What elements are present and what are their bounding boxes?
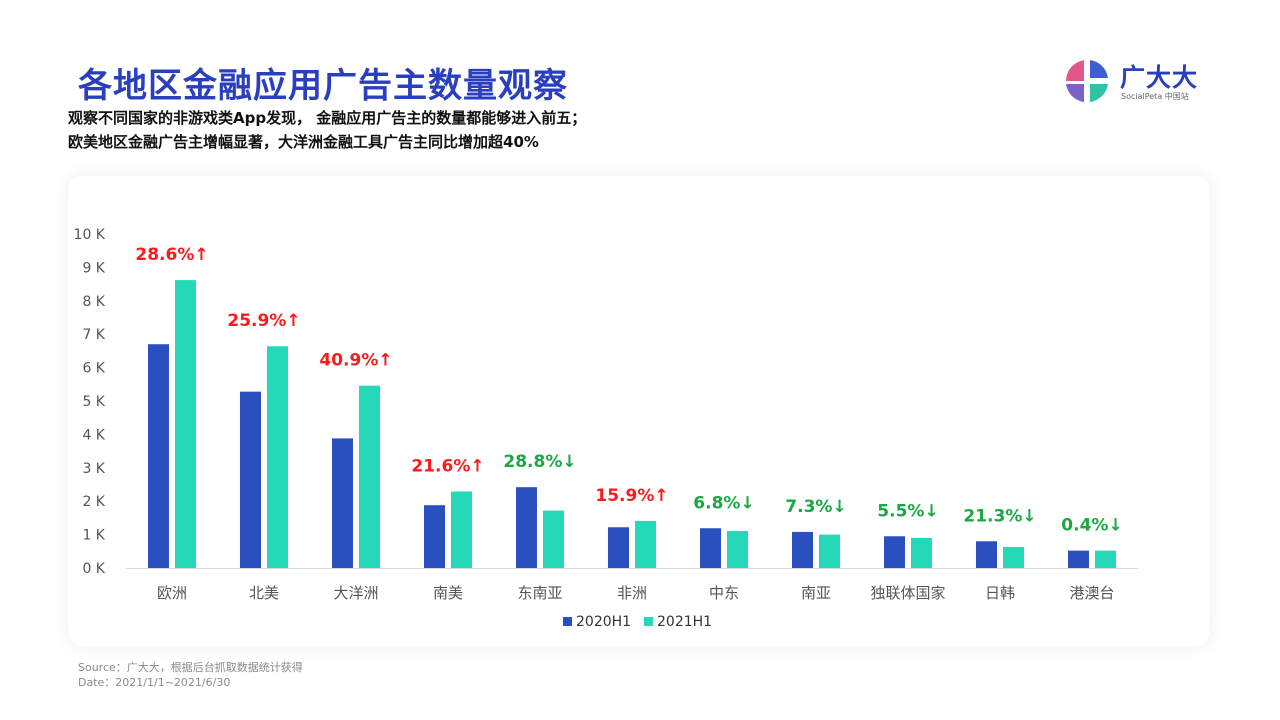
y-tick-label: 5 K — [82, 394, 105, 410]
x-tick-label: 南亚 — [801, 584, 831, 602]
page-subtitle: 观察不同国家的非游戏类App发现， 金融应用广告主的数量都能够进入前五； 欧美地… — [68, 106, 586, 154]
brand-logo-icon — [1066, 60, 1108, 102]
change-label: 0.4%↓ — [1061, 516, 1122, 536]
change-label: 25.9%↑ — [227, 311, 300, 331]
change-label: 21.3%↓ — [963, 506, 1036, 526]
y-tick-label: 2 K — [82, 494, 105, 510]
x-tick-label: 南美 — [433, 584, 463, 602]
bar-2020h1 — [1068, 550, 1089, 568]
bar-2020h1 — [884, 536, 905, 568]
legend-swatch — [563, 617, 572, 626]
y-tick-label: 0 K — [82, 561, 105, 577]
source-note: Source：广大大，根据后台抓取数据统计获得 Date：2021/1/1~20… — [78, 660, 303, 690]
bar-2021h1 — [911, 537, 932, 568]
change-label: 28.8%↓ — [503, 452, 576, 472]
subtitle-line-1: 观察不同国家的非游戏类App发现， 金融应用广告主的数量都能够进入前五； — [68, 109, 587, 127]
brand-name: 广大大 — [1120, 63, 1199, 92]
y-tick-label: 1 K — [82, 528, 105, 544]
bar-2021h1 — [819, 534, 840, 568]
bar-2020h1 — [516, 487, 537, 568]
bar-2020h1 — [148, 344, 169, 568]
brand-subtitle: SocialPeta 中国站 — [1121, 92, 1189, 101]
x-tick-label: 大洋洲 — [333, 584, 378, 602]
x-tick-label: 北美 — [249, 584, 279, 602]
legend-swatch — [644, 617, 653, 626]
y-tick-label: 4 K — [82, 427, 105, 443]
y-tick-label: 9 K — [82, 260, 105, 276]
y-tick-label: 10 K — [74, 227, 106, 243]
change-label: 7.3%↓ — [785, 497, 846, 517]
y-tick-label: 3 K — [82, 461, 105, 477]
bar-2020h1 — [332, 438, 353, 568]
brand-logo: 广大大 SocialPeta 中国站 — [1064, 58, 1214, 106]
bar-2021h1 — [543, 510, 564, 568]
bar-2021h1 — [359, 385, 380, 568]
y-tick-label: 6 K — [82, 361, 105, 377]
bar-2021h1 — [1095, 550, 1116, 568]
change-label: 6.8%↓ — [693, 493, 754, 513]
x-tick-label: 独联体国家 — [870, 584, 945, 602]
x-tick-label: 东南亚 — [517, 584, 562, 602]
change-label: 28.6%↑ — [135, 245, 208, 265]
x-tick-label: 欧洲 — [157, 584, 187, 602]
bar-2021h1 — [1003, 546, 1024, 568]
x-tick-label: 非洲 — [617, 584, 647, 602]
bar-2020h1 — [608, 527, 629, 568]
change-label: 15.9%↑ — [595, 486, 668, 506]
bar-2020h1 — [700, 528, 721, 568]
change-label: 21.6%↑ — [411, 457, 484, 477]
bar-2021h1 — [635, 520, 656, 568]
y-tick-label: 8 K — [82, 294, 105, 310]
x-tick-label: 港澳台 — [1069, 584, 1114, 602]
x-tick-label: 中东 — [709, 584, 739, 602]
date-line: Date：2021/1/1~2021/6/30 — [78, 676, 231, 689]
chart-card: 0 K 1 K 2 K 3 K 4 K 5 K 6 K 7 K 8 K 9 K 10 K 欧洲 28.6… — [68, 176, 1210, 646]
bar-chart: 0 K 1 K 2 K 3 K 4 K 5 K 6 K 7 K 8 K 9 K 10 K 欧洲 28.6… — [74, 227, 1138, 630]
source-line: Source：广大大，根据后台抓取数据统计获得 — [78, 661, 303, 674]
bar-2021h1 — [267, 346, 288, 568]
legend-label: 2020H1 — [576, 614, 631, 630]
bar-2021h1 — [175, 280, 196, 568]
bar-2020h1 — [424, 505, 445, 568]
bar-2020h1 — [240, 391, 261, 568]
subtitle-line-2: 欧美地区金融广告主增幅显著，大洋洲金融工具广告主同比增加超40% — [68, 133, 539, 151]
bar-2021h1 — [727, 530, 748, 568]
bar-2020h1 — [976, 541, 997, 568]
legend-label: 2021H1 — [657, 614, 712, 630]
bar-2020h1 — [792, 531, 813, 568]
page-title: 各地区金融应用广告主数量观察 — [78, 66, 568, 106]
change-label: 40.9%↑ — [319, 351, 392, 371]
y-tick-label: 7 K — [82, 327, 105, 343]
x-tick-label: 日韩 — [985, 584, 1015, 602]
bar-2021h1 — [451, 491, 472, 568]
change-label: 5.5%↓ — [877, 501, 938, 521]
